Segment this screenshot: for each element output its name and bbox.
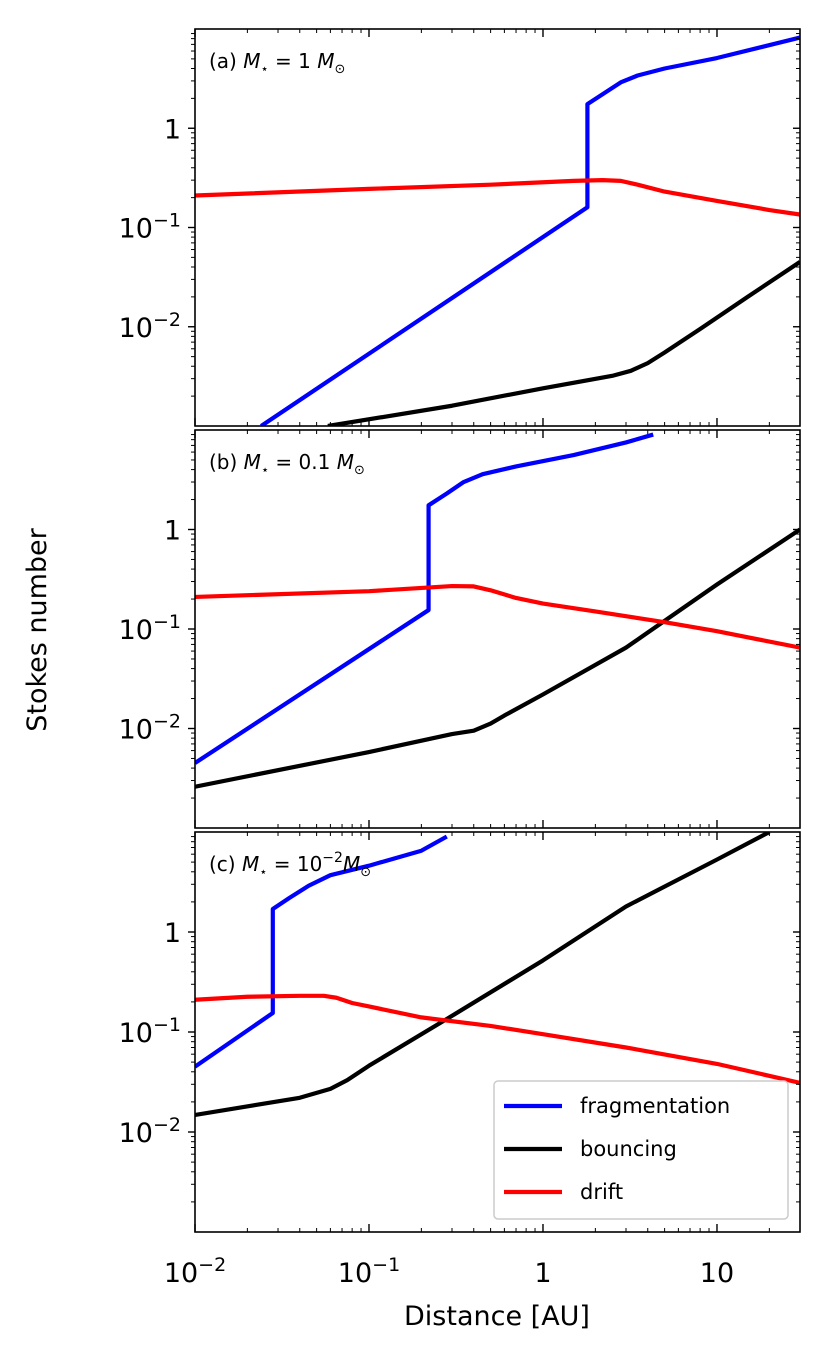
legend-label-drift: drift (580, 1180, 623, 1204)
drift-line (195, 583, 800, 650)
drift-line (195, 993, 800, 1085)
panel-0: 1 10−1 10−2 (a) M⋆ = 1 M⊙ (119, 28, 801, 427)
y-tick-label: 1 (164, 114, 181, 145)
panel-2: 1 10−1 10−2 (c) M⋆ = 10−2M⊙ (119, 831, 801, 1233)
panel-1: 1 10−1 10−2 (b) M⋆ = 0.1 M⊙ (119, 429, 801, 829)
y-tick-label: 10−2 (119, 711, 181, 746)
y-tick-label: 10−2 (119, 1114, 181, 1149)
y-tick-label: 1 (164, 918, 181, 949)
panel-2-series (195, 832, 800, 1118)
fragmentation-line (259, 35, 800, 426)
y-tick-label: 10−1 (119, 210, 181, 245)
y-tick-label: 1 (164, 516, 181, 547)
panel-0-series (195, 35, 800, 426)
panels-layer: 1 10−1 10−2 (a) M⋆ = 1 M⊙ 1 10−1 10−2 (b) M⋆ = … (119, 28, 801, 1289)
fragmentation-line (195, 834, 448, 1069)
x-tick-label: 10 (700, 1258, 734, 1289)
legend-box (493, 1080, 789, 1220)
panel-2-annotation: (c) M⋆ = 10−2M⊙ (209, 850, 371, 880)
y-tick-label: 10−2 (119, 309, 181, 344)
legend-label-bouncing: bouncing (580, 1137, 677, 1161)
x-tick-label: 1 (534, 1258, 551, 1289)
panel-0-frame (194, 28, 801, 427)
x-axis-title: Distance [AU] (404, 1301, 590, 1332)
y-axis-title: Stokes number (22, 527, 53, 731)
panel-1-series (195, 432, 800, 789)
bouncing-line (195, 832, 771, 1118)
x-tick-label: 10−1 (338, 1254, 400, 1289)
drift-line (195, 178, 800, 217)
y-tick-label: 10−1 (119, 611, 181, 646)
y-tick-label: 10−1 (119, 1014, 181, 1049)
legend: fragmentation bouncing drift (493, 1080, 789, 1220)
panel-0-annotation: (a) M⋆ = 1 M⊙ (209, 49, 345, 77)
fragmentation-line (195, 432, 654, 765)
x-tick-label: 10−2 (164, 1254, 226, 1289)
bouncing-line (195, 527, 800, 789)
legend-label-fragmentation: fragmentation (580, 1094, 730, 1118)
panel-1-annotation: (b) M⋆ = 0.1 M⊙ (209, 450, 365, 478)
bouncing-line (327, 260, 800, 426)
